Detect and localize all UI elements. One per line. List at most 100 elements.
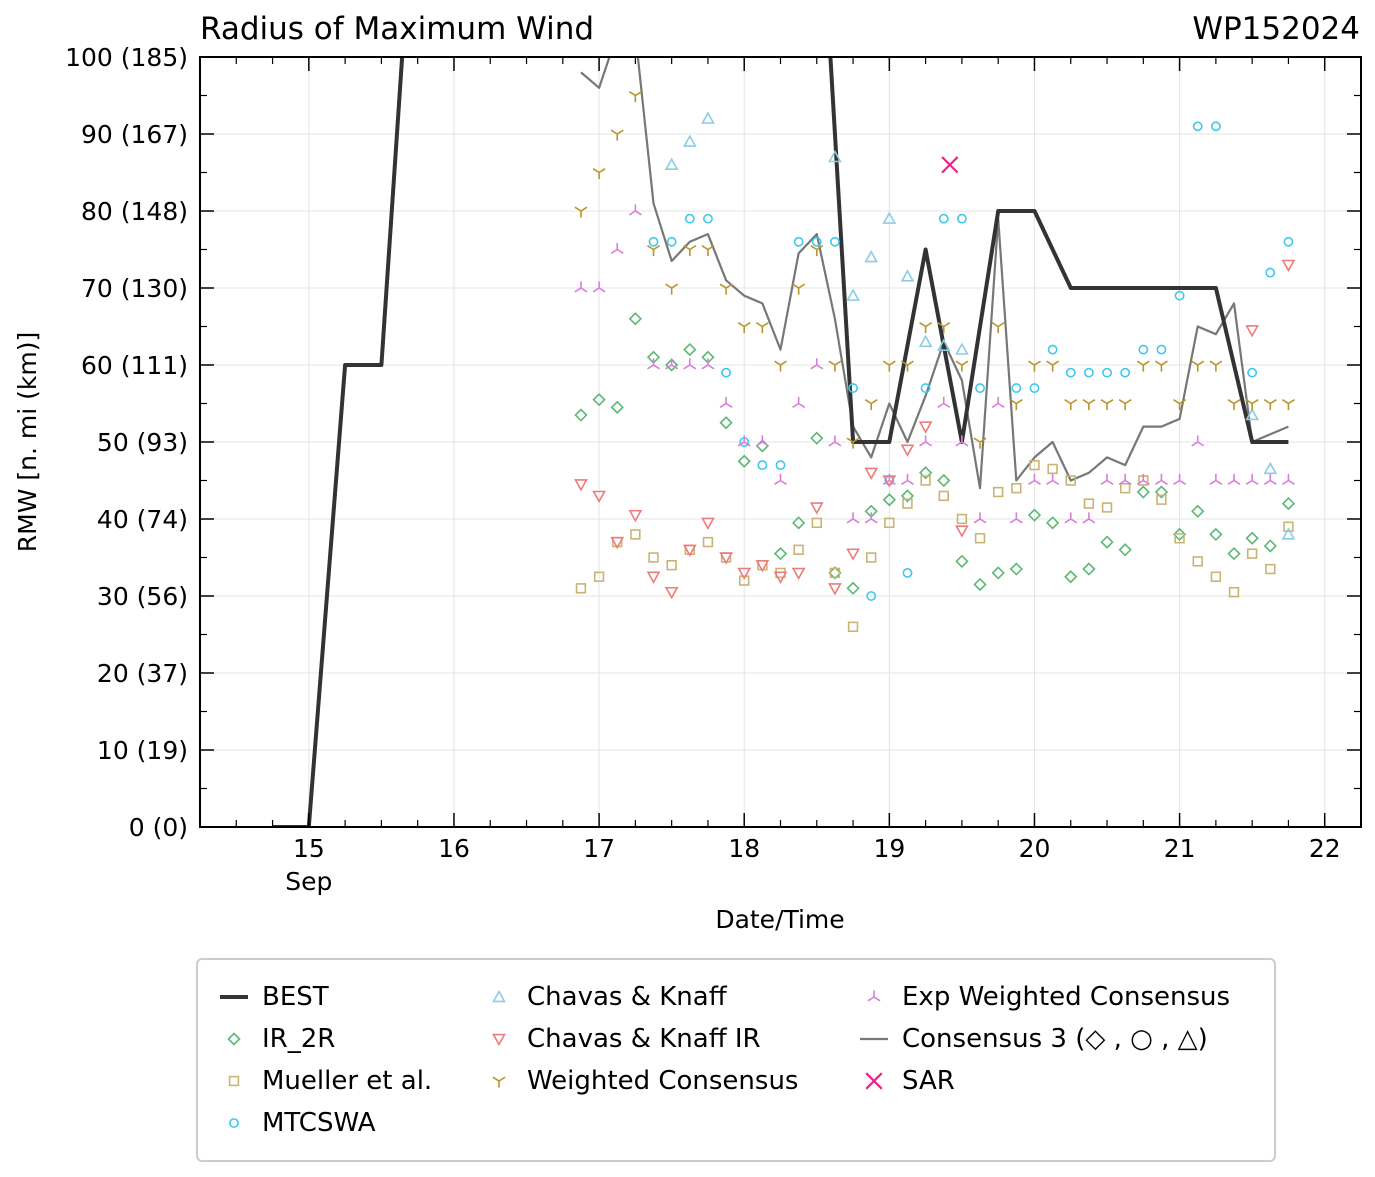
ewc-point (955, 435, 969, 447)
mueller-point (1029, 459, 1040, 471)
legend-item-mtcswa: MTCSWA (218, 1103, 376, 1143)
wc-point (647, 244, 660, 257)
mueller-point (811, 517, 822, 529)
ckir-point (864, 467, 879, 480)
wc-point (1009, 398, 1023, 411)
grid-lines (200, 56, 1361, 828)
ewc-point (973, 512, 987, 524)
wc-point (1245, 398, 1259, 411)
ir2r-point (900, 489, 915, 503)
y-tick-label: 30 (56) (97, 582, 188, 611)
ir2r-point (1100, 535, 1114, 549)
ir2r-point (665, 358, 679, 372)
ir2r-point (918, 466, 933, 480)
legend: BEST IR_2R Mueller et al. MTCSWA Chavas & Kn… (196, 958, 1276, 1162)
ckir-point (809, 502, 824, 515)
ewc-point (1245, 473, 1259, 486)
ir2r-point (1209, 527, 1223, 542)
mueller-point (739, 575, 750, 586)
mueller-point (575, 583, 587, 594)
legend-label: MTCSWA (262, 1108, 376, 1138)
series-sar (941, 156, 959, 174)
mtcswa-point (902, 567, 913, 578)
legend-item-wc: Weighted Consensus (483, 1061, 798, 1101)
wc-point (701, 244, 715, 257)
legend-item-sar: SAR (858, 1061, 955, 1101)
mtcswa-point (775, 460, 786, 471)
mtcswa-point (866, 591, 877, 601)
ewc-point (792, 396, 806, 409)
mueller-point (866, 552, 877, 563)
legend-item-ir2r: IR_2R (218, 1019, 335, 1059)
ewc-point (810, 358, 824, 370)
legend-marker (492, 1076, 506, 1088)
wc-point (828, 360, 842, 372)
y-tick-label: 50 (93) (97, 428, 188, 457)
ck-point (882, 211, 897, 224)
ck-point (864, 250, 879, 263)
ir2r-point (1281, 496, 1296, 511)
wc-point (973, 437, 987, 449)
legend-swatch-mueller (228, 1075, 240, 1087)
ck-point (936, 338, 951, 351)
mtcswa-point (1210, 121, 1221, 132)
rmw-chart: Radius of Maximum Wind WP152024 0 (0) 10 … (13, 11, 1362, 934)
x-tick-label: 21 (1164, 834, 1196, 863)
ck-point (846, 288, 860, 301)
ir2r-point (628, 312, 643, 326)
mueller-point (829, 567, 841, 579)
ir2r-point (574, 408, 588, 422)
ewc-point (755, 435, 769, 447)
mtcswa-point (848, 383, 858, 394)
mueller-point (974, 533, 986, 544)
ewc-point (574, 281, 588, 293)
wc-point (1136, 360, 1150, 372)
ir2r-point (973, 577, 987, 592)
series-cons3 (580, 57, 1289, 490)
storm-id: WP152024 (1192, 11, 1360, 47)
legend-item-best: BEST (218, 977, 329, 1017)
mueller-point (1156, 494, 1167, 505)
wc-point (755, 321, 769, 334)
ir2r-point (1245, 531, 1259, 545)
legend-swatch-sar (865, 1072, 883, 1090)
wc-point (1100, 398, 1114, 411)
series-wc (574, 90, 1295, 449)
mtcswa-point (1138, 344, 1149, 355)
y-tick-label: 0 (0) (129, 813, 188, 842)
wc-point (1082, 398, 1096, 411)
legend-swatch-ewc (867, 990, 881, 1002)
legend-item-ewc: Exp Weighted Consensus (858, 977, 1230, 1017)
series-mtcswa (648, 121, 1294, 601)
y-tick-label: 90 (167) (81, 120, 188, 149)
ewc-point (919, 435, 933, 447)
ir2r-point (846, 581, 860, 595)
ckir-point (1245, 325, 1260, 338)
ckir-point (628, 509, 643, 523)
ir2r-point (683, 342, 697, 357)
wc-point (610, 129, 624, 141)
ewc-point (719, 396, 733, 409)
ewc-point (1263, 473, 1277, 486)
mtcswa-point (648, 236, 659, 247)
ck-point (1245, 407, 1260, 421)
ir2r-point (991, 566, 1005, 580)
legend-item-cons3: Consensus 3 (◇ , ○ , △) (858, 1019, 1208, 1059)
mtcswa-point (829, 236, 840, 247)
ck-point (828, 149, 842, 163)
wc-point (955, 360, 969, 372)
ir2r-point (719, 416, 733, 430)
ewc-point (937, 396, 951, 409)
x-tick-label: 15 (293, 834, 325, 863)
best-line (272, 57, 1289, 827)
x-tick-label: 22 (1309, 834, 1341, 863)
wc-point (1191, 360, 1205, 372)
x-tick-label: 17 (583, 834, 615, 863)
x-tick-label: 20 (1019, 834, 1051, 863)
mtcswa-point (1102, 367, 1112, 378)
ir2r-point (955, 554, 969, 568)
mtcswa-point (1156, 344, 1167, 355)
legend-marker (867, 990, 881, 1002)
mueller-point (1047, 463, 1058, 475)
ir2r-point (592, 393, 606, 407)
